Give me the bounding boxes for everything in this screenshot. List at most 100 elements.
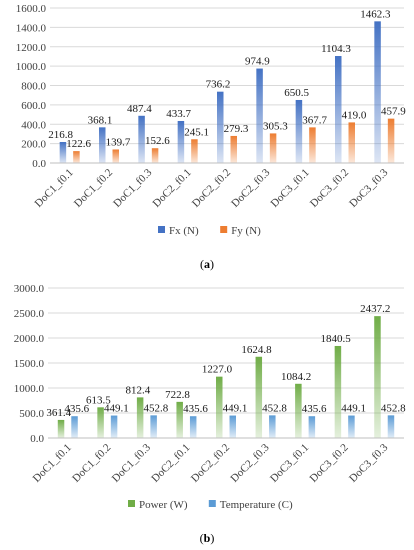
bar-power (176, 401, 183, 438)
data-label: 1840.5 (321, 333, 352, 345)
bar-power (97, 407, 104, 438)
category-label: DoC2_f0.1 (149, 442, 192, 485)
data-label: 433.7 (166, 108, 191, 120)
bar-fy (348, 122, 355, 163)
legend-label: Power (W) (139, 499, 188, 511)
y-tick-label: 1400.0 (16, 22, 47, 34)
data-label: 452.8 (381, 402, 406, 414)
bar-power (334, 345, 342, 438)
category-label: DoC3_f0.3 (347, 166, 391, 210)
data-label: 457.9 (381, 106, 406, 118)
bar-temperature (229, 415, 236, 438)
y-tick-label: 1200.0 (16, 42, 47, 54)
category-label: DoC1_f0.1 (31, 442, 74, 485)
bar-power (216, 376, 223, 438)
bar-fy (112, 149, 119, 163)
category-label: DoC2_f0.2 (189, 442, 232, 485)
legend-label: Temperature (C) (220, 499, 293, 511)
data-label: 1462.3 (360, 8, 391, 20)
bar-fx (256, 68, 263, 163)
category-label: DoC1_f0.1 (33, 167, 76, 210)
bar-temperature (387, 415, 395, 438)
bar-temperature (308, 416, 316, 438)
y-tick-label: 1000.0 (16, 61, 47, 73)
data-label: 279.3 (224, 123, 249, 135)
category-label: DoC3_f0.1 (269, 167, 312, 210)
data-label: 152.6 (145, 135, 170, 147)
legend-label: Fx (N) (169, 225, 199, 237)
category-label: DoC2_f0.1 (151, 167, 194, 210)
data-label: 736.2 (206, 79, 231, 91)
data-label: 974.9 (245, 56, 270, 68)
y-tick-label: 0.0 (32, 158, 46, 170)
data-label: 812.4 (126, 384, 151, 396)
chart-b-svg: 0.0 500.0 1000.0 1500.0 2000.0 2500.0 3000.0 36… (14, 283, 406, 545)
bar-fx (217, 91, 224, 163)
data-label: 722.8 (165, 389, 190, 401)
data-label: 1624.8 (241, 344, 272, 356)
legend-label: Fy (N) (231, 225, 261, 237)
y-tick-label: 800.0 (21, 81, 46, 93)
data-label: 452.8 (144, 402, 169, 414)
legend-swatch (208, 500, 216, 507)
bar-temperature (110, 415, 118, 438)
category-label: DoC1_f0.3 (110, 441, 154, 485)
bar-fy (151, 148, 159, 163)
data-label: 368.1 (88, 114, 113, 126)
data-label: 435.6 (64, 403, 89, 415)
data-label: 419.0 (342, 109, 367, 121)
bar-power (136, 397, 144, 438)
bar-fy (387, 118, 395, 163)
bar-fx (374, 21, 381, 163)
data-label: 216.8 (48, 129, 73, 141)
data-label: 449.1 (104, 403, 129, 415)
category-label: DoC3_f0.1 (268, 442, 311, 485)
data-label: 367.7 (302, 114, 327, 126)
bar-temperature (189, 416, 197, 438)
category-label: DoC2_f0.3 (228, 441, 272, 485)
data-label: 245.1 (184, 126, 209, 138)
bar-temperature (348, 415, 355, 438)
category-label: DoC3_f0.2 (308, 167, 351, 210)
data-label: 1084.2 (281, 371, 311, 383)
bar-fx (99, 127, 106, 163)
data-label: 435.6 (183, 403, 208, 415)
data-label: 1104.3 (321, 43, 351, 55)
y-tick-label: 500.0 (19, 408, 44, 420)
category-label: DoC2_f0.3 (229, 166, 273, 210)
data-label: 305.3 (263, 120, 288, 132)
data-label: 122.6 (66, 138, 91, 150)
chart-panel-a: 0.0 200.0 400.0 600.0 800.0 1000.0 1200.0 1400.… (16, 3, 406, 271)
bar-power (57, 419, 65, 438)
y-tick-label: 3000.0 (14, 283, 45, 295)
y-tick-label: 0.0 (30, 433, 44, 445)
y-tick-label: 2000.0 (14, 333, 45, 345)
bar-fx (295, 99, 303, 163)
bar-temperature (269, 415, 276, 438)
data-label: 1227.0 (202, 364, 233, 376)
bar-temperature (150, 415, 157, 438)
bar-fy (230, 135, 237, 163)
bar-power (255, 356, 263, 438)
category-label: DoC2_f0.2 (190, 167, 233, 210)
data-label: 650.5 (284, 87, 309, 99)
y-tick-label: 400.0 (21, 119, 46, 131)
data-label: 487.4 (127, 103, 152, 115)
y-tick-label: 1500.0 (14, 358, 45, 370)
bar-fy (191, 139, 198, 163)
data-label: 449.1 (341, 403, 366, 415)
data-label: 452.8 (262, 402, 287, 414)
panel-caption: (a) (200, 257, 214, 271)
y-tick-label: 1600.0 (16, 3, 47, 15)
bar-power (295, 383, 302, 438)
y-tick-label: 200.0 (21, 139, 46, 151)
bar-fx (177, 120, 185, 163)
bar-temperature (71, 416, 78, 438)
data-label: 435.6 (302, 403, 327, 415)
data-label: 2437.2 (360, 303, 390, 315)
bar-fy (269, 133, 277, 163)
y-tick-label: 1000.0 (14, 383, 45, 395)
category-label: DoC1_f0.2 (72, 167, 115, 210)
category-label: DoC1_f0.3 (111, 166, 155, 210)
bar-power (374, 316, 381, 438)
